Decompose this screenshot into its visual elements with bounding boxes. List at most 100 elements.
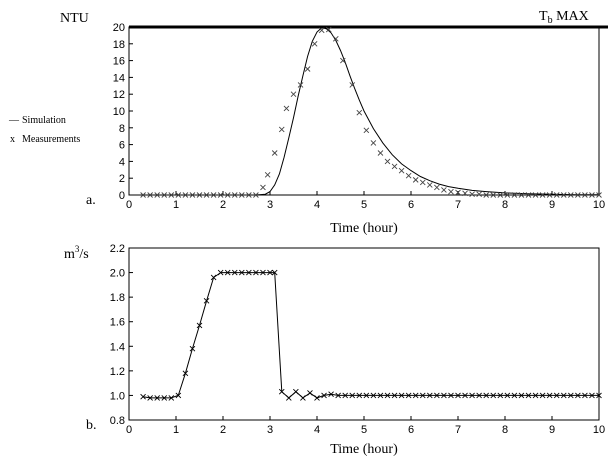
measurement-point — [189, 192, 196, 198]
chart-b-y-tick-label: 2.0 — [110, 268, 125, 280]
chart-a-x-tick-label: 7 — [455, 199, 461, 211]
chart-b-y-tick-label: 1.4 — [110, 341, 125, 353]
measurement-point — [210, 192, 217, 198]
measurement-point — [511, 192, 518, 198]
measurement-point — [363, 127, 370, 134]
measurement-point — [483, 192, 490, 198]
chart-b-panel-label: b. — [86, 418, 97, 433]
flow-point — [356, 392, 363, 399]
flow-point — [419, 392, 426, 399]
chart-a-x-tick-label: 3 — [267, 199, 273, 211]
chart-a-panel-label: a. — [86, 193, 96, 208]
measurement-point — [283, 105, 290, 112]
measurement-point — [434, 184, 440, 191]
flow-point — [224, 269, 231, 276]
flow-point — [168, 395, 175, 401]
flow-point — [596, 392, 602, 399]
flow-point — [546, 392, 553, 399]
chart-b-flow-series — [140, 269, 602, 401]
flow-point — [504, 392, 511, 399]
measurement-point — [589, 192, 595, 198]
measurement-point — [203, 192, 210, 198]
chart-b-ylabel: m3/s — [64, 244, 89, 262]
flow-point — [314, 395, 320, 401]
flow-point — [210, 274, 217, 281]
chart-a-measurement-series — [140, 26, 602, 198]
measurement-point — [140, 192, 146, 198]
measurement-point — [575, 192, 581, 198]
chart-b-y-tick-label: 1.8 — [110, 292, 125, 304]
chart-a-y-tick-label: 12 — [113, 89, 125, 101]
chart-b-xlabel: Time (hour) — [330, 442, 398, 457]
chart-b-x-tick-label: 8 — [502, 424, 508, 436]
ylabel-sup: 3 — [75, 244, 80, 254]
chart-a-y-tick-label: 8 — [119, 123, 125, 135]
chart-a-x-tick-label: 4 — [314, 199, 320, 211]
flow-point — [560, 392, 567, 399]
measurement-point — [349, 82, 356, 88]
chart-a-legend: — Simulation x Measurements — [8, 115, 80, 145]
measurement-point — [525, 192, 532, 198]
flow-point — [490, 392, 497, 399]
chart-a-ylabel: NTU — [60, 11, 89, 26]
legend-measurements-marker: x — [10, 134, 15, 145]
measurement-point — [340, 57, 346, 64]
flow-point — [582, 392, 588, 399]
flow-point — [253, 269, 259, 276]
measurement-point — [567, 192, 574, 198]
measurement-point — [238, 192, 245, 198]
measurement-point — [253, 192, 259, 198]
measurement-point — [462, 190, 468, 197]
chart-a-y-tick-label: 18 — [113, 39, 125, 51]
flow-point — [532, 392, 539, 399]
flow-point — [441, 392, 447, 399]
flow-point — [539, 392, 546, 399]
chart-b-x-tick-label: 0 — [126, 424, 132, 436]
flow-point — [271, 269, 278, 276]
chart-a-threshold-label: Tb MAX — [539, 9, 589, 26]
measurement-point — [455, 189, 461, 196]
measurement-point — [553, 192, 560, 198]
measurement-point — [271, 150, 278, 156]
flow-point — [267, 269, 273, 276]
chart-a-y-tick-label: 14 — [113, 72, 125, 84]
chart-b-x-tick-label: 4 — [314, 424, 320, 436]
chart-a-simulation-series — [255, 27, 600, 196]
chart-a-x-tick-label: 10 — [593, 199, 605, 211]
flow-point — [412, 392, 419, 399]
measurement-point — [332, 35, 339, 42]
flow-point — [307, 390, 313, 396]
measurement-point — [546, 192, 553, 198]
flow-point — [328, 391, 334, 398]
measurement-point — [426, 182, 433, 188]
measurement-point — [384, 158, 391, 165]
measurement-point — [560, 192, 567, 198]
flow-point — [483, 392, 490, 399]
measurement-point — [147, 192, 153, 198]
chart-a-y-tick-label: 4 — [119, 156, 125, 168]
chart-b-x-tick-label: 9 — [549, 424, 555, 436]
flow-point — [140, 393, 146, 400]
threshold-label-sub: b — [548, 15, 553, 26]
flow-point — [246, 269, 252, 276]
legend-measurements-label: Measurements — [22, 134, 80, 145]
chart-a-y-tick-label: 0 — [119, 190, 125, 202]
flow-point — [525, 392, 532, 399]
flow-point — [335, 392, 341, 399]
measurement-point — [318, 27, 325, 34]
flow-point — [589, 392, 595, 399]
measurement-point — [290, 91, 297, 98]
measurement-point — [297, 82, 304, 88]
flow-point — [231, 269, 238, 276]
flow-point — [391, 392, 398, 399]
measurement-point — [441, 187, 447, 193]
chart-b-x-tick-label: 6 — [408, 424, 414, 436]
measurement-point — [260, 184, 266, 191]
chart-a-x-tick-label: 6 — [408, 199, 414, 211]
flow-point — [469, 392, 475, 399]
flow-line — [143, 272, 599, 399]
measurement-point — [231, 192, 238, 198]
flow-point — [398, 392, 405, 399]
simulation-line — [255, 27, 600, 196]
